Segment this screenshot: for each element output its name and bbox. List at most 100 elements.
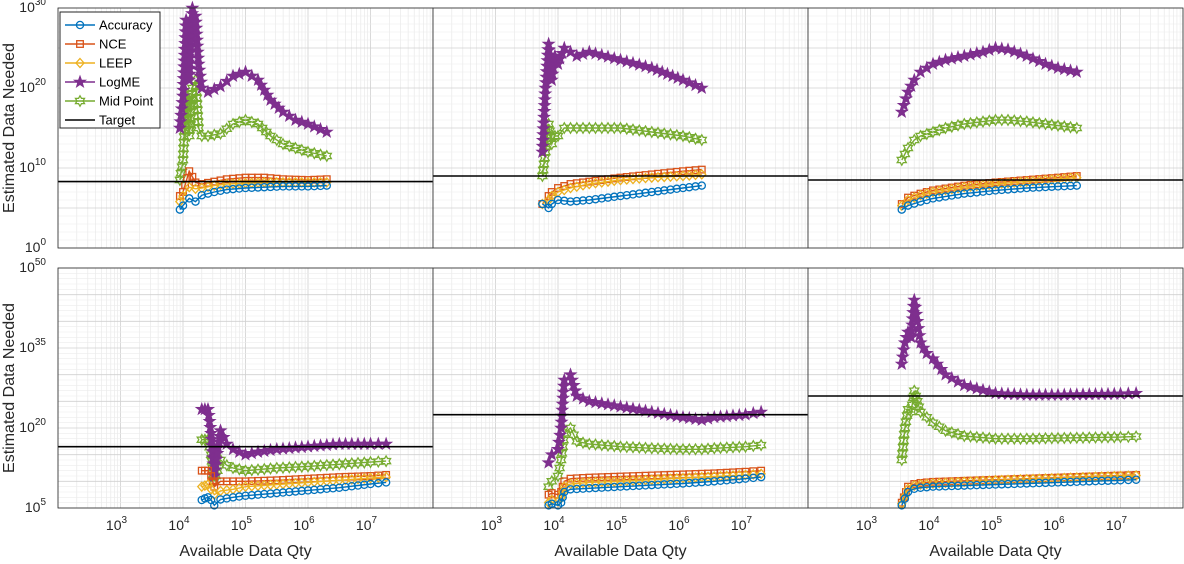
data-point bbox=[297, 486, 306, 496]
legend-marker bbox=[72, 74, 88, 88]
x-axis-label: Available Data Qty bbox=[554, 543, 686, 560]
data-point bbox=[972, 188, 982, 197]
data-point bbox=[200, 480, 210, 492]
series-logme bbox=[535, 36, 709, 158]
series-mid-point bbox=[896, 113, 1083, 167]
data-point bbox=[650, 405, 666, 420]
data-point bbox=[241, 183, 250, 193]
data-point bbox=[328, 484, 338, 493]
data-point bbox=[594, 396, 609, 410]
data-point bbox=[898, 91, 913, 105]
data-point bbox=[585, 484, 594, 493]
data-point bbox=[271, 133, 283, 147]
data-point bbox=[554, 420, 569, 434]
data-point bbox=[322, 484, 331, 494]
data-point bbox=[941, 481, 950, 491]
data-point bbox=[1103, 476, 1113, 485]
data-point bbox=[913, 400, 925, 414]
data-point bbox=[216, 495, 225, 504]
series-leep bbox=[896, 172, 1082, 212]
data-point bbox=[1069, 64, 1084, 78]
data-point bbox=[585, 195, 594, 205]
data-point bbox=[1053, 478, 1063, 487]
legend-entry-target: Target bbox=[65, 113, 136, 128]
data-point bbox=[178, 190, 188, 202]
data-point bbox=[902, 141, 914, 155]
data-point bbox=[192, 109, 204, 123]
data-point bbox=[216, 429, 231, 444]
data-point bbox=[1035, 478, 1044, 488]
data-point bbox=[564, 421, 577, 435]
data-point bbox=[191, 97, 203, 111]
data-point bbox=[638, 403, 653, 417]
data-point bbox=[1003, 479, 1013, 489]
data-point bbox=[572, 196, 582, 206]
series-accuracy bbox=[897, 475, 1141, 510]
data-point bbox=[334, 483, 344, 492]
data-point bbox=[563, 44, 578, 58]
data-point bbox=[247, 490, 256, 500]
x-tick-label: 106 bbox=[1043, 515, 1065, 533]
data-point bbox=[985, 186, 994, 196]
data-point bbox=[260, 87, 275, 101]
data-point bbox=[259, 489, 269, 499]
data-point bbox=[597, 194, 607, 203]
data-point bbox=[571, 434, 583, 448]
y-tick-label: 1035 bbox=[19, 337, 46, 355]
legend-entry-mid-point: Mid Point bbox=[65, 94, 154, 109]
data-point bbox=[213, 423, 228, 437]
data-point bbox=[1047, 182, 1057, 191]
data-point bbox=[748, 468, 759, 480]
data-point bbox=[353, 481, 363, 490]
data-point bbox=[538, 157, 550, 171]
data-point bbox=[553, 195, 563, 205]
data-point bbox=[577, 436, 589, 450]
x-tick-label: 105 bbox=[981, 515, 1003, 533]
data-point bbox=[259, 182, 269, 192]
data-point bbox=[569, 388, 584, 402]
data-point bbox=[1072, 477, 1082, 487]
x-tick-label: 103 bbox=[106, 515, 128, 533]
data-point bbox=[988, 40, 1003, 54]
data-point bbox=[953, 481, 963, 491]
data-point bbox=[1028, 479, 1038, 488]
data-point bbox=[380, 454, 392, 468]
data-point bbox=[894, 104, 909, 118]
data-point bbox=[537, 198, 548, 210]
data-point bbox=[228, 184, 238, 194]
data-point bbox=[566, 485, 575, 494]
data-point bbox=[997, 480, 1007, 489]
data-point bbox=[697, 477, 707, 487]
data-point bbox=[1022, 183, 1032, 193]
data-point bbox=[697, 181, 707, 190]
data-point bbox=[557, 40, 572, 54]
data-point bbox=[997, 185, 1007, 195]
data-point bbox=[722, 476, 732, 485]
data-point bbox=[898, 427, 910, 441]
legend-entry-leep: LEEP bbox=[65, 56, 132, 71]
data-point bbox=[900, 415, 912, 429]
axes-frame bbox=[807, 7, 1184, 249]
data-point bbox=[953, 190, 963, 199]
legend-marker bbox=[75, 20, 85, 30]
data-point bbox=[303, 182, 313, 191]
data-point bbox=[908, 133, 920, 147]
data-point bbox=[194, 80, 209, 94]
data-point bbox=[359, 480, 369, 489]
legend-label: LEEP bbox=[99, 56, 132, 71]
data-point bbox=[613, 399, 628, 413]
data-point bbox=[288, 112, 303, 126]
data-point bbox=[896, 97, 911, 112]
data-point bbox=[277, 137, 289, 151]
data-point bbox=[1064, 120, 1077, 134]
data-point bbox=[900, 494, 910, 503]
data-point bbox=[536, 115, 551, 129]
data-point bbox=[660, 480, 669, 489]
data-point bbox=[282, 108, 297, 122]
data-point bbox=[755, 438, 767, 452]
data-point bbox=[1053, 182, 1063, 191]
data-point bbox=[944, 370, 959, 385]
data-point bbox=[1041, 182, 1050, 192]
x-tick-label: 104 bbox=[918, 515, 940, 533]
data-point bbox=[347, 481, 356, 491]
